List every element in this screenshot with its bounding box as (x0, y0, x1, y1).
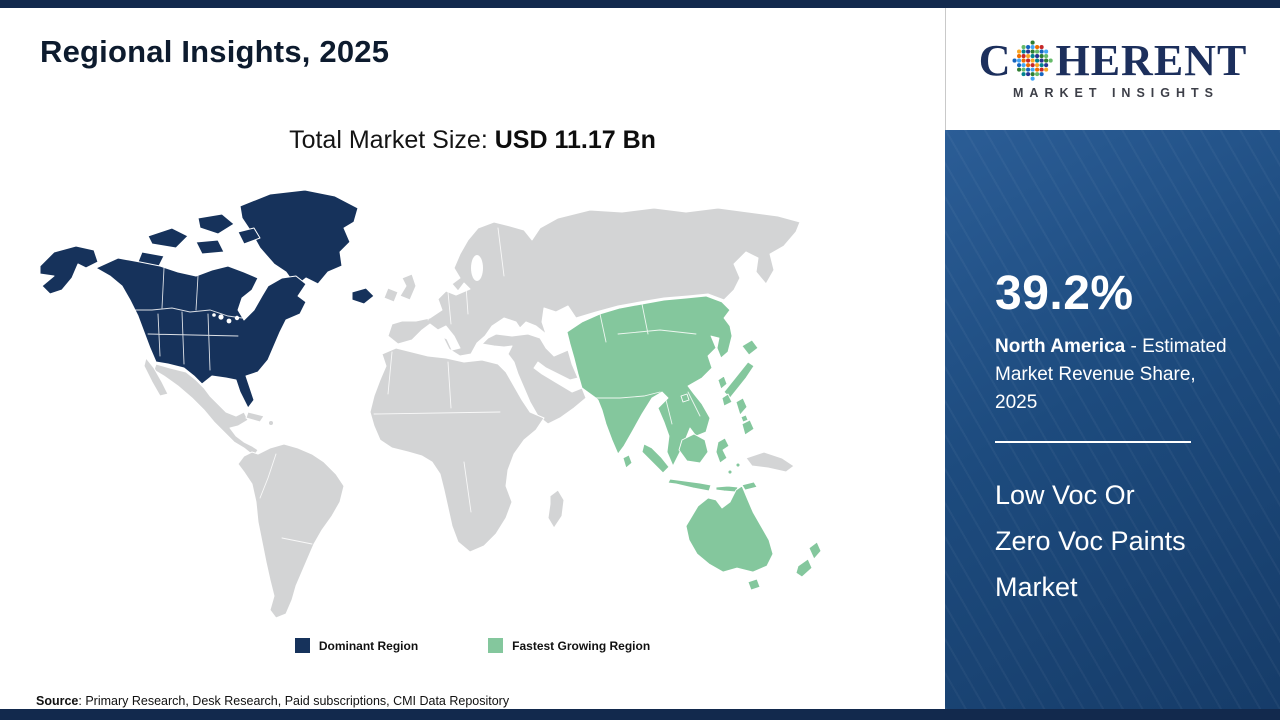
landmass-lesser-sunda (715, 485, 739, 493)
landmass-south-america (237, 443, 345, 619)
landmass-philippines-luzon (735, 397, 748, 416)
region-fastest-growing-asia-pacific (566, 295, 822, 591)
logo-wordmark: C HERENT (978, 35, 1248, 85)
landmass-mexico-central-america (153, 363, 259, 457)
landmass-europe-russia (387, 207, 801, 357)
landmass-greenland (239, 189, 359, 287)
fastest-region-swatch (488, 638, 504, 653)
main-content: Regional Insights, 2025 Total Market Siz… (0, 8, 945, 709)
landmass-cuba (245, 411, 265, 423)
arctic-island-5 (237, 227, 261, 245)
source-label: Source (36, 694, 79, 708)
region-other (143, 207, 801, 619)
landmass-philippines-visayas (740, 414, 749, 423)
landmass-canada-usa (95, 257, 307, 409)
source-line: Source: Primary Research, Desk Research,… (36, 694, 509, 708)
globe-dots-icon (1012, 40, 1054, 81)
market-share-value: 39.2% (995, 267, 1134, 320)
arctic-island-1 (147, 227, 189, 249)
landmass-middle-east (481, 333, 587, 425)
landmass-sumatra (641, 443, 670, 474)
landmass-hainan (680, 393, 690, 403)
borders-south-america (259, 453, 313, 545)
landmass-borneo (678, 433, 709, 464)
market-share-caption: North America - Estimated Market Revenue… (995, 333, 1239, 417)
landmass-ireland (383, 287, 399, 303)
landmass-iceland (351, 287, 375, 305)
coherent-logo: C HERENT MARKET INSIGHTS (978, 35, 1248, 100)
landmass-japan-hokkaido (741, 339, 759, 356)
landmass-moluccas-1 (727, 469, 733, 475)
borders-asia (581, 303, 701, 425)
landmass-alaska (39, 245, 99, 295)
landmass-great-britain (399, 273, 417, 301)
sidebar: C HERENT MARKET INSIGHTS 39.2% North Ame… (945, 8, 1280, 709)
dominant-region-swatch (294, 638, 310, 653)
landmass-java (667, 478, 712, 492)
divider-line (995, 441, 1191, 444)
landmass-australia (685, 485, 774, 573)
landmass-taiwan (717, 375, 728, 390)
world-map-svg (39, 189, 822, 619)
region-name: North America (995, 336, 1126, 357)
market-size-label: Total Market Size: (289, 126, 488, 154)
map-seas (471, 255, 562, 354)
landmass-moluccas-2 (735, 462, 741, 468)
arctic-island-2 (197, 213, 235, 235)
baltic-sea (471, 255, 483, 281)
brand-header: C HERENT MARKET INSIGHTS (945, 8, 1280, 130)
world-map (30, 186, 870, 631)
landmass-tasmania (747, 578, 761, 591)
caspian-sea (546, 322, 562, 354)
highlight-panel: 39.2% North America - Estimated Market R… (945, 130, 1280, 709)
logo-letters-rest: HERENT (1055, 35, 1248, 85)
landmass-madagascar (547, 489, 565, 529)
legend: Dominant Region Fastest Growing Region (0, 638, 945, 653)
bottom-accent-bar (0, 709, 1280, 720)
borders-africa (373, 351, 501, 513)
borders-europe (427, 227, 505, 325)
landmass-asia-main (566, 295, 733, 467)
top-accent-bar (0, 0, 1280, 8)
landmass-nz-north (808, 541, 822, 560)
dominant-region-label: Dominant Region (318, 638, 419, 653)
landmass-philippines-mindanao (741, 419, 755, 436)
source-text: : Primary Research, Desk Research, Paid … (78, 694, 510, 708)
borders-north-america (123, 267, 243, 371)
region-dominant-north-america (39, 189, 375, 409)
logo-tagline: MARKET INSIGHTS (1013, 85, 1219, 100)
landmass-sri-lanka (622, 454, 633, 469)
landmass-new-guinea (745, 451, 795, 473)
fastest-region-label: Fastest Growing Region (512, 638, 651, 653)
landmass-africa (369, 347, 545, 553)
page-title: Regional Insights, 2025 (40, 34, 390, 69)
market-size-line: Total Market Size: USD 11.17 Bn (0, 126, 945, 155)
market-size-value: USD 11.17 Bn (494, 126, 656, 154)
market-name: Low Voc Or Zero Voc Paints Market (995, 480, 1186, 603)
landmass-japan-kyushu (721, 393, 733, 407)
landmass-sulawesi (715, 437, 730, 464)
landmass-hispaniola (268, 420, 274, 426)
arctic-island-4 (195, 239, 225, 255)
legend-item-dominant: Dominant Region (294, 638, 419, 653)
landmass-japan-honshu (723, 361, 755, 399)
landmass-baja (143, 357, 169, 397)
landmass-nz-south (795, 558, 813, 578)
map-borders (123, 227, 701, 545)
landmass-timor (741, 481, 758, 491)
share-caption-text: - Estimated Market Revenue Share, 2025 (995, 336, 1227, 414)
legend-item-fastest: Fastest Growing Region (488, 638, 650, 653)
black-sea (492, 325, 516, 335)
logo-letter-c: C (978, 35, 1012, 85)
